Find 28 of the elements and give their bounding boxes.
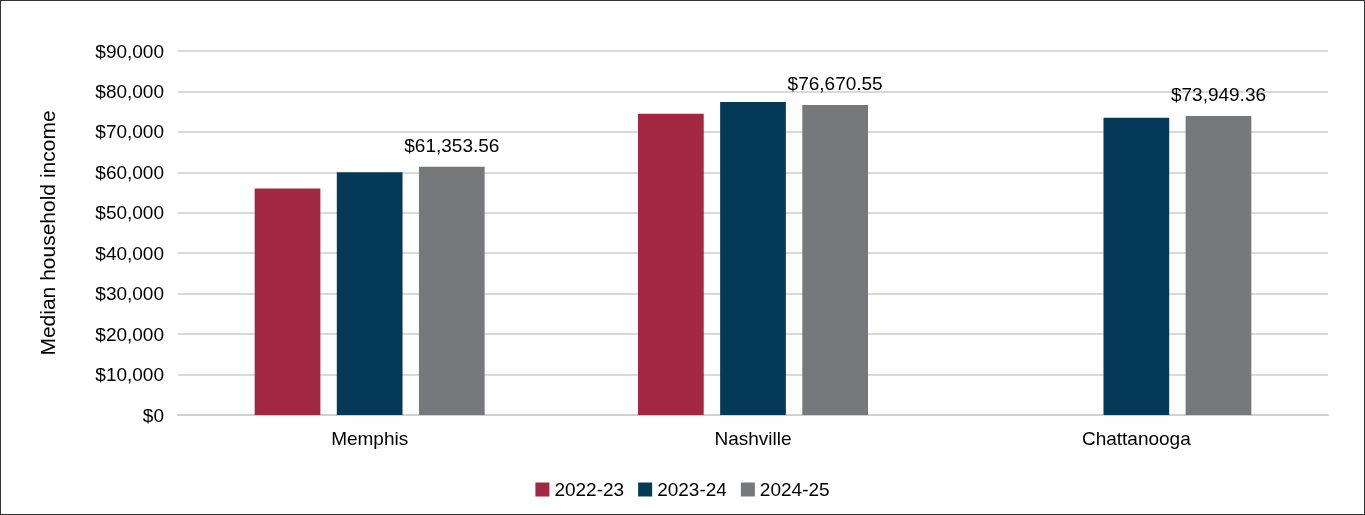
y-tick-label: $80,000 (95, 80, 164, 102)
bar (1185, 115, 1252, 415)
bar (254, 188, 321, 415)
y-tick-label: $50,000 (95, 202, 164, 224)
y-tick-label: $20,000 (95, 323, 164, 345)
data-label: $73,949.36 (1170, 83, 1267, 105)
y-tick-label: $60,000 (95, 161, 164, 183)
data-label: $61,353.56 (404, 134, 500, 156)
x-tick-label: Memphis (331, 428, 409, 449)
y-axis-title: Median household income (36, 110, 59, 356)
x-tick-label: Nashville (714, 428, 792, 449)
bar (1103, 117, 1170, 415)
y-tick-label: $70,000 (95, 121, 164, 143)
bar (802, 104, 868, 415)
y-tick-label: $30,000 (95, 283, 164, 305)
bar (638, 113, 704, 415)
legend-label: 2024-25 (759, 479, 830, 500)
y-tick-label: $0 (142, 404, 164, 426)
y-tick-label: $40,000 (95, 242, 164, 264)
bar (418, 166, 485, 415)
legend-label: 2022-23 (554, 479, 625, 500)
data-label: $76,670.55 (787, 72, 883, 94)
bar (336, 172, 403, 415)
y-tick-label: $10,000 (95, 364, 164, 386)
legend-label: 2023-24 (657, 479, 728, 500)
y-tick-label: $90,000 (95, 40, 164, 62)
bar (720, 101, 786, 415)
x-tick-label: Chattanooga (1081, 428, 1192, 449)
